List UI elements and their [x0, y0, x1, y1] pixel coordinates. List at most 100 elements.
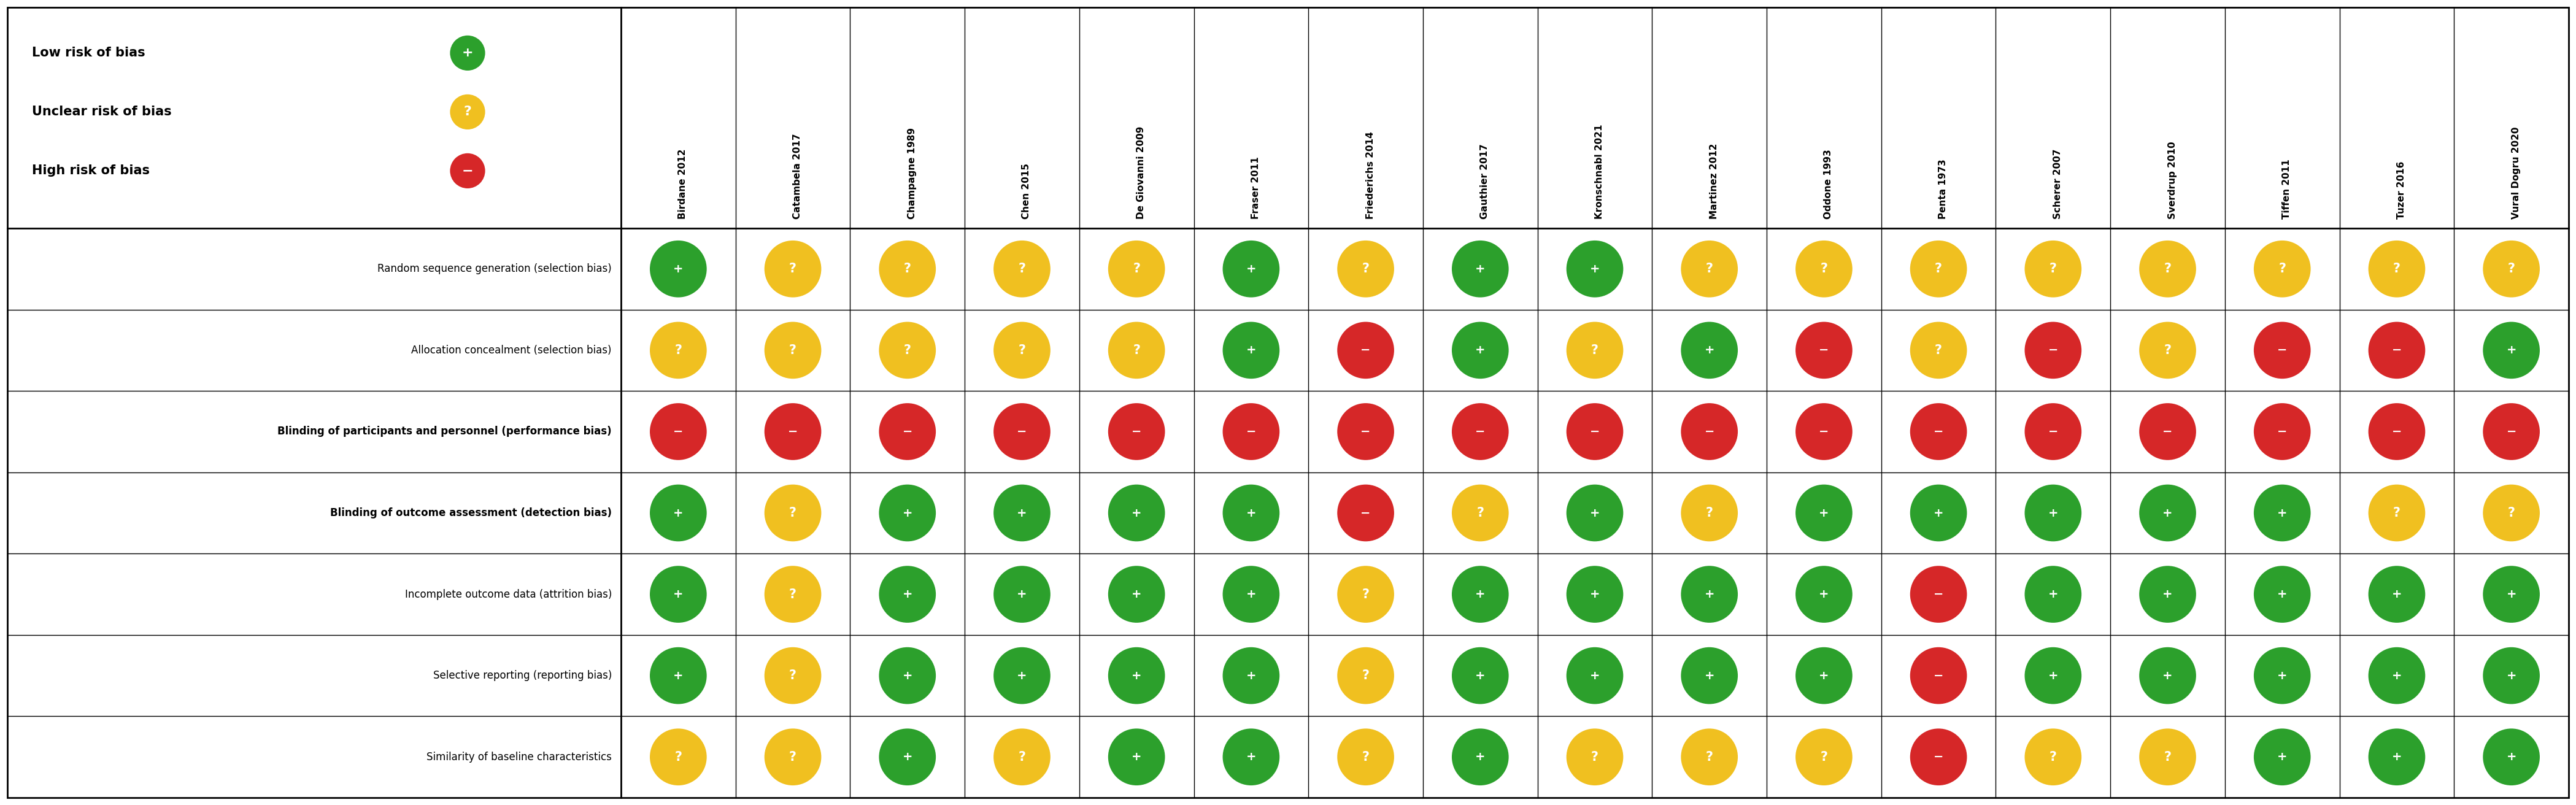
Circle shape: [1909, 646, 1968, 705]
Circle shape: [1108, 484, 1167, 543]
Text: +: +: [1705, 345, 1716, 356]
Circle shape: [2025, 646, 2081, 705]
Text: ?: ?: [2164, 262, 2172, 275]
Text: Birdane 2012: Birdane 2012: [677, 149, 688, 219]
Text: Blinding of participants and personnel (performance bias): Blinding of participants and personnel (…: [278, 426, 611, 437]
Circle shape: [2025, 321, 2081, 379]
Circle shape: [1566, 646, 1623, 705]
Text: Allocation concealment (selection bias): Allocation concealment (selection bias): [412, 345, 611, 356]
Circle shape: [1450, 402, 1510, 461]
Text: ?: ?: [1705, 262, 1713, 275]
Circle shape: [878, 402, 938, 461]
Circle shape: [2025, 240, 2081, 298]
Text: ?: ?: [904, 344, 912, 357]
Circle shape: [878, 321, 938, 379]
Circle shape: [448, 35, 487, 72]
Circle shape: [1221, 321, 1280, 379]
Circle shape: [2483, 240, 2540, 298]
Text: +: +: [2391, 670, 2401, 682]
Text: −: −: [1589, 426, 1600, 437]
Circle shape: [649, 565, 708, 624]
Text: +: +: [1131, 751, 1141, 763]
Circle shape: [2025, 402, 2081, 461]
Text: Incomplete outcome data (attrition bias): Incomplete outcome data (attrition bias): [404, 588, 611, 600]
Circle shape: [2367, 728, 2427, 786]
Circle shape: [1795, 565, 1852, 624]
Text: +: +: [1247, 670, 1257, 682]
Text: Low risk of bias: Low risk of bias: [31, 47, 144, 59]
Circle shape: [1337, 728, 1396, 786]
Text: +: +: [2391, 751, 2401, 763]
Circle shape: [2367, 565, 2427, 624]
Text: Gauthier 2017: Gauthier 2017: [1481, 144, 1489, 219]
Text: +: +: [1819, 670, 1829, 682]
Circle shape: [1221, 646, 1280, 705]
Text: ?: ?: [1476, 507, 1484, 519]
Text: −: −: [788, 426, 799, 437]
Circle shape: [762, 321, 822, 379]
Text: +: +: [1018, 670, 1028, 682]
Text: Penta 1973: Penta 1973: [1940, 159, 1947, 219]
Circle shape: [992, 402, 1051, 461]
Circle shape: [1108, 646, 1167, 705]
Text: −: −: [1705, 426, 1716, 437]
Text: +: +: [1705, 670, 1716, 682]
Text: +: +: [2164, 588, 2172, 600]
Text: Blinding of outcome assessment (detection bias): Blinding of outcome assessment (detectio…: [330, 507, 611, 518]
Text: −: −: [1935, 670, 1942, 682]
Circle shape: [1450, 484, 1510, 543]
Circle shape: [1337, 484, 1396, 543]
Text: ?: ?: [1705, 507, 1713, 519]
Text: −: −: [2506, 426, 2517, 437]
Text: −: −: [461, 165, 474, 177]
Text: +: +: [1018, 588, 1028, 600]
Text: ?: ?: [1935, 262, 1942, 275]
Text: Fraser 2011: Fraser 2011: [1252, 157, 1260, 219]
Text: −: −: [1935, 751, 1942, 763]
Text: −: −: [1360, 507, 1370, 518]
Text: +: +: [1131, 507, 1141, 518]
Circle shape: [2254, 565, 2311, 624]
Text: −: −: [1935, 426, 1942, 437]
Circle shape: [1450, 240, 1510, 298]
Text: Vural Dogru 2020: Vural Dogru 2020: [2512, 126, 2519, 219]
Circle shape: [448, 152, 487, 189]
Circle shape: [2483, 484, 2540, 543]
Text: ?: ?: [1705, 751, 1713, 763]
Circle shape: [1566, 402, 1623, 461]
Circle shape: [2138, 484, 2197, 543]
Circle shape: [649, 240, 708, 298]
Text: +: +: [2506, 345, 2517, 356]
Circle shape: [1108, 402, 1167, 461]
Text: Selective reporting (reporting bias): Selective reporting (reporting bias): [433, 670, 611, 681]
Text: +: +: [2048, 588, 2058, 600]
Circle shape: [762, 484, 822, 543]
Circle shape: [649, 321, 708, 379]
Text: ?: ?: [788, 344, 796, 357]
Text: +: +: [902, 588, 912, 600]
Text: ?: ?: [1363, 751, 1370, 763]
Text: +: +: [1589, 507, 1600, 518]
Circle shape: [1795, 240, 1852, 298]
Circle shape: [992, 484, 1051, 543]
Text: De Giovanni 2009: De Giovanni 2009: [1136, 126, 1146, 219]
Text: +: +: [1131, 588, 1141, 600]
Circle shape: [1680, 321, 1739, 379]
Text: Scherer 2007: Scherer 2007: [2053, 149, 2063, 219]
Circle shape: [2025, 565, 2081, 624]
Circle shape: [1909, 240, 1968, 298]
Circle shape: [992, 728, 1051, 786]
Text: +: +: [2164, 670, 2172, 682]
Text: Martinez 2012: Martinez 2012: [1710, 143, 1718, 219]
Circle shape: [2483, 565, 2540, 624]
Circle shape: [1221, 484, 1280, 543]
Circle shape: [649, 484, 708, 543]
Text: Similarity of baseline characteristics: Similarity of baseline characteristics: [428, 751, 611, 762]
Circle shape: [1909, 565, 1968, 624]
Text: −: −: [902, 426, 912, 437]
Text: ?: ?: [1363, 670, 1370, 682]
Text: ?: ?: [2393, 262, 2401, 275]
Circle shape: [992, 565, 1051, 624]
Circle shape: [762, 646, 822, 705]
Text: +: +: [1819, 507, 1829, 518]
